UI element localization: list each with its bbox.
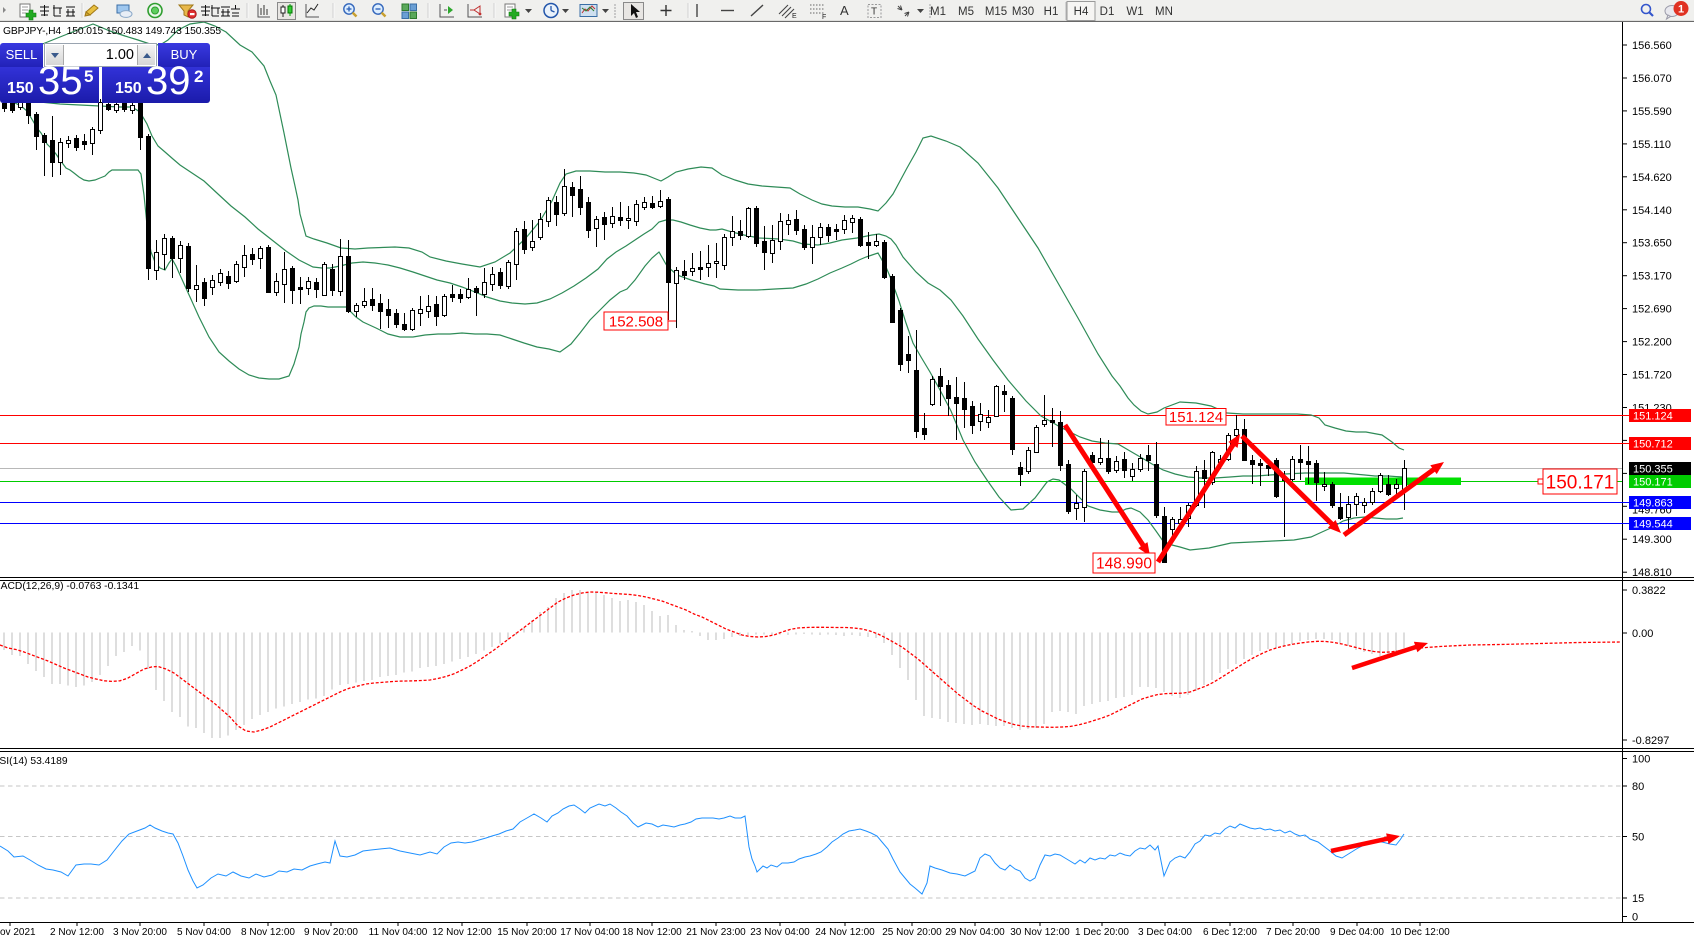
svg-text:MACD(12,26,9) -0.0763 -0.1341: MACD(12,26,9) -0.0763 -0.1341 (0, 581, 139, 592)
svg-text:30 Nov 12:00: 30 Nov 12:00 (1010, 927, 1070, 938)
svg-text:153.170: 153.170 (1632, 271, 1672, 283)
svg-text:0.00: 0.00 (1632, 628, 1653, 640)
svg-text:9 Dec 04:00: 9 Dec 04:00 (1330, 927, 1384, 938)
svg-text:H1: H1 (1044, 6, 1059, 18)
svg-text:148.810: 148.810 (1632, 567, 1672, 579)
svg-text:17 Nov 04:00: 17 Nov 04:00 (560, 927, 620, 938)
svg-text:15: 15 (1632, 893, 1644, 905)
svg-text:M30: M30 (1012, 6, 1034, 18)
svg-text:154.620: 154.620 (1632, 172, 1672, 184)
svg-text:149.300: 149.300 (1632, 534, 1672, 546)
svg-text:155.590: 155.590 (1632, 106, 1672, 118)
svg-text:T: T (871, 7, 877, 18)
svg-text:152.200: 152.200 (1632, 337, 1672, 349)
svg-text:5 Nov 04:00: 5 Nov 04:00 (177, 927, 231, 938)
svg-text:151.124: 151.124 (1169, 409, 1223, 426)
svg-text:15 Nov 20:00: 15 Nov 20:00 (497, 927, 557, 938)
svg-text:GBPJPY-,H4 150.015 150.483 14: GBPJPY-,H4 150.015 150.483 149.743 150.3… (3, 26, 221, 37)
svg-text:100: 100 (1632, 754, 1650, 766)
svg-text:7 Dec 20:00: 7 Dec 20:00 (1266, 927, 1320, 938)
svg-text:1 Nov 2021: 1 Nov 2021 (0, 927, 36, 938)
svg-text:9 Nov 20:00: 9 Nov 20:00 (304, 927, 358, 938)
svg-text:151.124: 151.124 (1633, 411, 1673, 423)
svg-text:156.560: 156.560 (1632, 40, 1672, 52)
svg-text:6 Dec 12:00: 6 Dec 12:00 (1203, 927, 1257, 938)
svg-text:21 Nov 23:00: 21 Nov 23:00 (686, 927, 746, 938)
svg-text:80: 80 (1632, 781, 1644, 793)
svg-text:MN: MN (1155, 6, 1173, 18)
svg-text:0: 0 (1632, 912, 1638, 924)
svg-text:154.140: 154.140 (1632, 205, 1672, 217)
svg-text:23 Nov 04:00: 23 Nov 04:00 (750, 927, 810, 938)
svg-text:M15: M15 (985, 6, 1007, 18)
svg-text:10 Dec 12:00: 10 Dec 12:00 (1390, 927, 1450, 938)
svg-text:2 Nov 12:00: 2 Nov 12:00 (50, 927, 104, 938)
svg-text:29 Nov 04:00: 29 Nov 04:00 (945, 927, 1005, 938)
svg-text:150.355: 150.355 (1633, 464, 1673, 476)
svg-text:W1: W1 (1126, 6, 1143, 18)
svg-text:1 Dec 20:00: 1 Dec 20:00 (1075, 927, 1129, 938)
svg-text:A: A (840, 3, 849, 18)
svg-text:150.171: 150.171 (1633, 477, 1673, 489)
svg-text:152.508: 152.508 (609, 313, 663, 330)
svg-text:153.650: 153.650 (1632, 238, 1672, 250)
svg-text:F: F (822, 14, 826, 21)
svg-text:150.171: 150.171 (1546, 472, 1615, 493)
svg-text:151.720: 151.720 (1632, 370, 1672, 382)
svg-text:M1: M1 (930, 6, 946, 18)
svg-text:M5: M5 (958, 6, 974, 18)
svg-text:11 Nov 04:00: 11 Nov 04:00 (369, 927, 428, 938)
svg-text:152.690: 152.690 (1632, 304, 1672, 316)
svg-text:3 Nov 20:00: 3 Nov 20:00 (113, 927, 167, 938)
svg-text:-0.8297: -0.8297 (1632, 735, 1669, 747)
svg-text:24 Nov 12:00: 24 Nov 12:00 (815, 927, 875, 938)
svg-text:3 Dec 04:00: 3 Dec 04:00 (1138, 927, 1192, 938)
svg-text:18 Nov 12:00: 18 Nov 12:00 (622, 927, 682, 938)
svg-text:H4: H4 (1074, 6, 1089, 18)
svg-text:149.863: 149.863 (1633, 498, 1673, 510)
svg-text:25 Nov 20:00: 25 Nov 20:00 (882, 927, 942, 938)
svg-text:1: 1 (1678, 4, 1684, 16)
svg-text:148.990: 148.990 (1096, 556, 1152, 573)
svg-text:E: E (792, 13, 797, 20)
svg-text:149.544: 149.544 (1633, 519, 1673, 531)
svg-text:155.110: 155.110 (1632, 139, 1671, 151)
svg-text:D1: D1 (1100, 6, 1115, 18)
svg-text:12 Nov 12:00: 12 Nov 12:00 (432, 927, 492, 938)
svg-text:156.070: 156.070 (1632, 73, 1672, 85)
svg-text:RSI(14) 53.4189: RSI(14) 53.4189 (0, 756, 68, 767)
svg-text:150.712: 150.712 (1633, 439, 1673, 451)
svg-text:50: 50 (1632, 832, 1644, 844)
svg-text:0.3822: 0.3822 (1632, 585, 1666, 597)
svg-text:8 Nov 12:00: 8 Nov 12:00 (241, 927, 295, 938)
